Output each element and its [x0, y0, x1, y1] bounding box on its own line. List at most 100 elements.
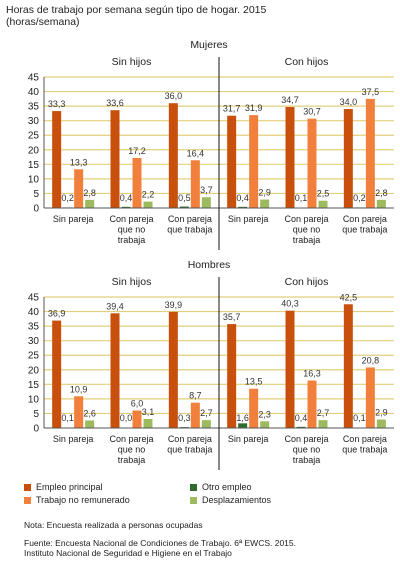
chart2-category-label: que trabaja — [342, 445, 387, 455]
chart1-bar — [85, 199, 95, 208]
chart2-data-label: 2,7 — [200, 408, 213, 418]
chart1-data-label: 13,3 — [70, 157, 88, 167]
title-line-2: (horas/semana) — [6, 16, 80, 28]
chart2-category-label: que trabaja — [167, 445, 212, 455]
chart1-y-tick-label: 35 — [28, 102, 40, 113]
chart2-y-tick-label: 20 — [28, 365, 40, 376]
chart2-data-label: 0,3 — [178, 413, 191, 423]
chart1-bar — [143, 201, 153, 208]
chart1-data-label: 17,2 — [128, 146, 146, 156]
chart2-data-label: 0,0 — [120, 413, 133, 423]
legend-swatch-desplazamientos — [190, 497, 197, 505]
legend-item-empleo-principal: Empleo principal — [24, 482, 103, 492]
chart2-y-tick-label: 40 — [28, 307, 40, 318]
chart2-data-label: 35,7 — [223, 312, 241, 322]
chart1-data-label: 36,0 — [165, 91, 183, 101]
chart2-data-label: 2,9 — [375, 408, 388, 418]
chart1-bar — [179, 206, 189, 208]
chart1-y-tick-label: 0 — [33, 204, 39, 215]
chart1-bar — [307, 118, 317, 208]
chart1-y-tick-label: 30 — [28, 116, 40, 127]
chart1-y-tick-label: 45 — [28, 73, 40, 84]
chart2-category-label: que no — [293, 445, 321, 455]
chart2-bar — [190, 402, 200, 428]
chart1-bar — [190, 160, 200, 208]
chart2-data-label: 0,1 — [353, 413, 366, 423]
legend-label-otro-empleo: Otro empleo — [202, 482, 252, 492]
chart1-category-label: que trabaja — [167, 225, 212, 235]
chart2-data-label: 16,3 — [303, 369, 321, 379]
chart2-bar — [132, 410, 142, 428]
chart2-data-label: 2,7 — [317, 408, 330, 418]
chart1-bar — [343, 109, 353, 208]
chart2-category-label: Con pareja — [109, 434, 153, 444]
chart1-bar — [318, 200, 328, 208]
chart2-category-label: Sin pareja — [228, 434, 269, 444]
chart2-data-label: 13,5 — [245, 377, 263, 387]
chart1-data-label: 33,3 — [48, 99, 66, 109]
chart2-category-label: Con pareja — [343, 434, 387, 444]
chart2-bar — [238, 423, 248, 428]
chart1-data-label: 33,6 — [106, 98, 124, 108]
chart1-bar — [110, 110, 120, 208]
chart2-y-tick-label: 30 — [28, 336, 40, 347]
chart2-bar — [201, 420, 211, 428]
chart2-data-label: 40,3 — [281, 299, 299, 309]
chart2-bar — [285, 310, 295, 428]
figure-title: Horas de trabajo por semana según tipo d… — [6, 4, 266, 28]
chart1-bar — [52, 111, 62, 208]
chart1-category-label: Con pareja — [109, 214, 153, 224]
chart2-category-label: trabaja — [293, 455, 321, 465]
chart2-data-label: 2,3 — [258, 409, 271, 419]
legend-label-trabajo-no-remunerado: Trabajo no remunerado — [36, 495, 130, 505]
chart2-bar — [249, 388, 259, 428]
chart1-category-label: Con pareja — [343, 214, 387, 224]
chart1-category-label: Con pareja — [168, 214, 212, 224]
chart1-bar — [168, 103, 178, 208]
chart2-category-label: Con pareja — [168, 434, 212, 444]
chart1-data-label: 16,4 — [187, 148, 205, 158]
note-text: Nota: Encuesta realizada a personas ocup… — [24, 520, 203, 530]
legend-item-desplazamientos: Desplazamientos — [190, 495, 271, 505]
chart2-bar — [376, 419, 386, 428]
chart1-category-label: Sin pareja — [228, 214, 269, 224]
chart1-bar — [227, 115, 237, 208]
legend-item-otro-empleo: Otro empleo — [190, 482, 252, 492]
chart2-group-label: Con hijos — [285, 276, 329, 288]
chart1-bar — [238, 206, 248, 208]
chart1-data-label: 34,0 — [340, 97, 358, 107]
chart2-y-tick-label: 5 — [33, 409, 39, 420]
chart2-data-label: 0,4 — [295, 413, 308, 423]
chart2-data-label: 2,6 — [83, 408, 96, 418]
chart1-bar — [365, 98, 375, 208]
chart2-data-label: 3,1 — [142, 407, 155, 417]
chart2-bar — [85, 420, 95, 428]
chart1-group-label: Sin hijos — [112, 56, 152, 68]
source-line-1: Fuente: Encuesta Nacional de Condiciones… — [24, 538, 296, 548]
chart2-category-label: Sin pareja — [53, 434, 94, 444]
chart1-title: Mujeres — [190, 39, 227, 51]
chart2-data-label: 6,0 — [131, 399, 144, 409]
legend-swatch-trabajo-no-remunerado — [24, 497, 31, 505]
chart1-bar — [285, 106, 295, 208]
chart1-category-label: Con pareja — [284, 214, 328, 224]
chart1-data-label: 31,7 — [223, 104, 241, 114]
chart2-y-tick-label: 45 — [28, 293, 40, 304]
chart2-category-label: trabaja — [118, 455, 146, 465]
chart1-bar — [249, 115, 259, 208]
chart1-bar — [201, 197, 211, 208]
chart1-category-label: Sin pareja — [53, 214, 94, 224]
chart2-bar — [74, 396, 84, 428]
chart1-data-label: 30,7 — [303, 107, 321, 117]
chart1-data-label: 2,9 — [258, 188, 271, 198]
chart2-bar — [110, 313, 120, 428]
chart2-bar — [365, 367, 375, 428]
chart1-group-label: Con hijos — [285, 56, 329, 68]
chart1-category-label: trabaja — [293, 235, 321, 245]
chart2-data-label: 42,5 — [340, 292, 358, 302]
chart2-group-label: Sin hijos — [112, 276, 152, 288]
chart2-y-tick-label: 15 — [28, 380, 40, 391]
chart1-data-label: 34,7 — [281, 95, 299, 105]
chart2-bar — [307, 380, 317, 428]
legend-label-empleo-principal: Empleo principal — [36, 482, 103, 492]
